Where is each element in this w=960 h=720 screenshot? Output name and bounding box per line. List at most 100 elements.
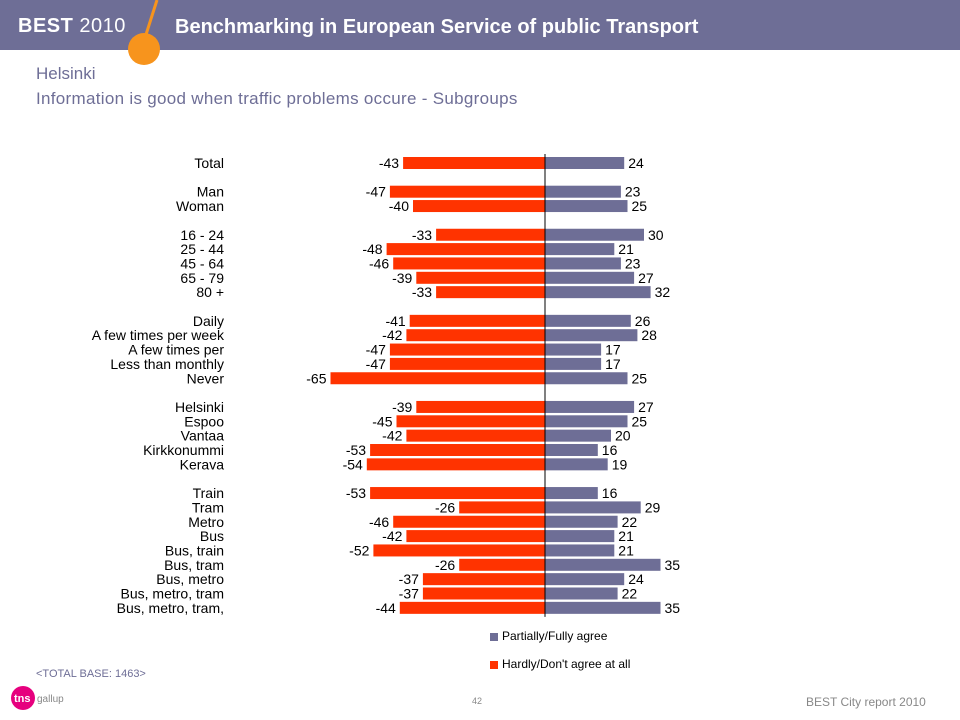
category-label: 80 + xyxy=(196,284,224,300)
logo-year-text: 2010 xyxy=(79,15,126,37)
data-label-disagree: -42 xyxy=(382,428,402,444)
legend-disagree-swatch xyxy=(490,661,498,669)
data-label-agree: 17 xyxy=(605,356,621,372)
data-label-agree: 27 xyxy=(638,270,654,286)
bar-agree xyxy=(545,357,602,370)
bar-disagree xyxy=(422,573,545,586)
data-label-agree: 21 xyxy=(618,241,634,257)
data-label-agree: 17 xyxy=(605,342,621,358)
bar-agree xyxy=(545,601,661,614)
category-label: Train xyxy=(193,485,224,501)
bar-agree xyxy=(545,372,628,385)
bar-disagree xyxy=(406,530,545,543)
category-label: Man xyxy=(197,184,224,200)
legend-agree-label: Partially/Fully agree xyxy=(502,629,608,643)
data-label-agree: 21 xyxy=(618,528,634,544)
category-label: Tram xyxy=(192,499,224,515)
bar-agree xyxy=(545,501,641,514)
bar-agree xyxy=(545,487,598,500)
data-label-agree: 20 xyxy=(615,428,631,444)
bar-disagree xyxy=(406,429,545,442)
data-label-disagree: -33 xyxy=(412,284,432,300)
data-label-agree: 25 xyxy=(632,370,648,386)
category-label: Less than monthly xyxy=(110,356,224,372)
category-label: Espoo xyxy=(184,413,224,429)
bar-disagree xyxy=(459,501,545,514)
bar-agree xyxy=(545,314,631,327)
bar-agree xyxy=(545,444,598,456)
bar-disagree xyxy=(396,415,545,428)
category-label: Bus, metro xyxy=(156,571,224,587)
category-label: Bus, train xyxy=(165,542,224,558)
data-label-agree: 24 xyxy=(628,155,644,171)
data-label-disagree: -42 xyxy=(382,528,402,544)
data-label-agree: 22 xyxy=(622,514,638,530)
bar-agree xyxy=(545,271,635,284)
bar-agree xyxy=(545,228,644,241)
bar-disagree xyxy=(409,314,545,327)
bar-disagree xyxy=(370,487,545,500)
bar-disagree xyxy=(436,228,545,241)
bar-disagree xyxy=(436,286,545,299)
category-label: Woman xyxy=(176,198,224,214)
category-label: Helsinki xyxy=(175,399,224,415)
data-label-disagree: -42 xyxy=(382,327,402,343)
data-label-disagree: -46 xyxy=(369,255,389,271)
bar-disagree xyxy=(366,458,545,471)
diverging-bar-chart: Total -43 24 Man -47 23 Woman -40 25 16 - 24 -33 30… xyxy=(92,154,681,617)
bar-disagree xyxy=(370,444,545,456)
data-label-disagree: -26 xyxy=(435,557,455,573)
data-label-disagree: -40 xyxy=(389,198,409,214)
bar-agree xyxy=(545,329,638,342)
category-label: Vantaa xyxy=(181,428,225,444)
bar-agree xyxy=(545,286,651,299)
bar-agree xyxy=(545,429,611,442)
bar-disagree xyxy=(399,601,545,614)
tns-gallup-logo: tns gallup xyxy=(11,686,64,710)
bar-disagree xyxy=(330,372,545,385)
data-label-agree: 24 xyxy=(628,571,644,587)
bar-agree xyxy=(545,200,628,213)
category-label: A few times per xyxy=(128,342,224,358)
data-label-agree: 26 xyxy=(635,313,651,329)
bar-agree xyxy=(545,415,628,428)
data-label-agree: 22 xyxy=(622,586,638,602)
category-label: Bus xyxy=(200,528,224,544)
logo-best-text: BEST xyxy=(18,15,74,37)
bar-agree xyxy=(545,157,625,169)
svg-text:tns: tns xyxy=(14,693,31,705)
data-label-agree: 35 xyxy=(665,557,681,573)
data-label-agree: 32 xyxy=(655,284,671,300)
bar-disagree xyxy=(422,587,545,600)
bar-agree xyxy=(545,257,621,270)
data-label-disagree: -65 xyxy=(306,370,326,386)
data-label-agree: 23 xyxy=(625,255,641,271)
page-number: 42 xyxy=(472,696,483,706)
bar-agree xyxy=(545,400,635,413)
data-label-agree: 30 xyxy=(648,227,664,243)
bar-agree xyxy=(545,515,618,528)
category-label: Never xyxy=(187,370,225,386)
category-label: 25 - 44 xyxy=(180,241,224,257)
bar-agree xyxy=(545,558,661,571)
data-label-agree: 29 xyxy=(645,499,661,515)
bar-agree xyxy=(545,243,615,256)
bar-agree xyxy=(545,343,602,356)
orange-accent-dot xyxy=(128,33,160,65)
data-label-agree: 23 xyxy=(625,184,641,200)
data-label-disagree: -47 xyxy=(366,342,386,358)
bar-disagree xyxy=(389,357,545,370)
category-label: Total xyxy=(194,155,224,171)
data-label-agree: 25 xyxy=(632,413,648,429)
bar-disagree xyxy=(459,558,545,571)
bar-agree xyxy=(545,185,621,198)
data-label-agree: 27 xyxy=(638,399,654,415)
bar-disagree xyxy=(373,544,545,557)
bar-agree xyxy=(545,573,625,586)
data-label-agree: 21 xyxy=(618,542,634,558)
data-label-disagree: -46 xyxy=(369,514,389,530)
data-label-disagree: -26 xyxy=(435,499,455,515)
bar-agree xyxy=(545,458,608,471)
data-label-disagree: -54 xyxy=(343,456,363,472)
data-label-disagree: -53 xyxy=(346,485,366,501)
